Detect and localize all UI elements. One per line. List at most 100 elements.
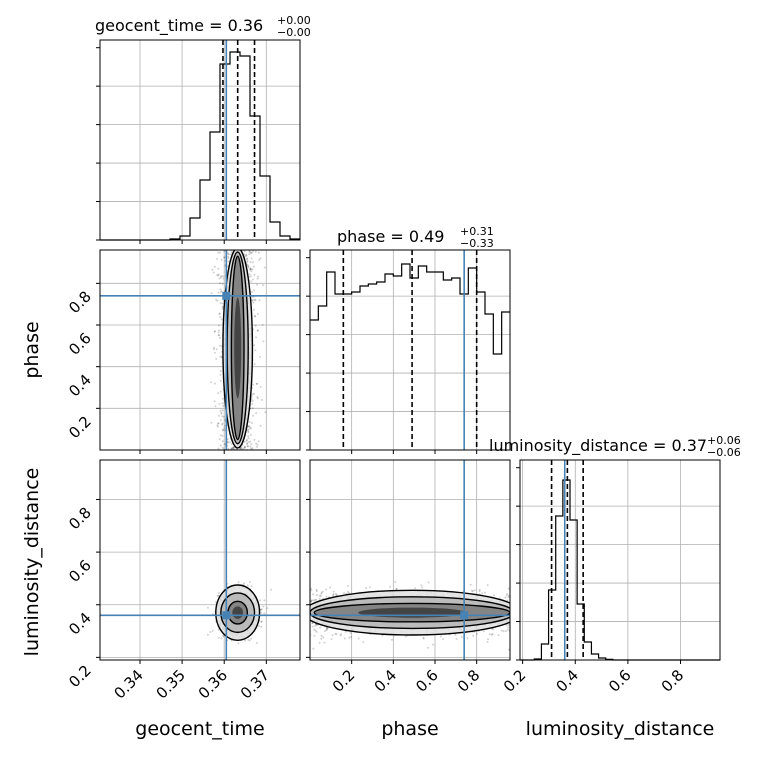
scatter-point — [362, 641, 365, 644]
scatter-point — [313, 634, 316, 637]
hist-panel-geocent-time — [96, 40, 300, 241]
scatter-point — [251, 393, 254, 396]
scatter-point — [478, 588, 481, 591]
scatter-point — [250, 447, 253, 450]
scatter-point — [218, 334, 221, 337]
scatter-point — [455, 637, 458, 640]
luminosity-distance-title: luminosity_distance = 0.37 — [489, 436, 707, 456]
scatter-point — [395, 588, 398, 591]
scatter-point — [364, 587, 367, 590]
hist-step-phase — [310, 263, 510, 355]
scatter-point — [221, 282, 224, 285]
scatter-point — [326, 627, 329, 630]
scatter-point — [349, 632, 352, 635]
scatter-point — [219, 373, 222, 376]
scatter-point — [214, 382, 216, 385]
scatter-point — [319, 595, 322, 598]
scatter-point — [253, 344, 256, 347]
scatter-point — [252, 301, 255, 304]
scatter-point — [213, 346, 216, 349]
scatter-point — [249, 268, 252, 271]
scatter-inner-geocent-time-vs-luminosity-distance — [100, 460, 300, 660]
scatter-point — [247, 264, 249, 267]
scatter-point — [259, 257, 262, 260]
scatter-point — [253, 438, 256, 441]
scatter-point — [473, 589, 476, 592]
scatter-point — [507, 623, 510, 626]
scatter-point — [220, 258, 223, 261]
scatter-point — [218, 277, 221, 280]
scatter-point — [427, 646, 430, 649]
scatter-point — [219, 419, 222, 422]
scatter-point — [502, 630, 505, 633]
scatter-point — [389, 585, 392, 588]
phase-title-minus: −0.33 — [460, 237, 494, 250]
scatter-point — [315, 594, 318, 597]
scatter-point — [221, 397, 224, 400]
ytick-label-luminosity-distance-2: 0.6 — [65, 556, 95, 586]
scatter-point — [259, 424, 262, 427]
scatter-point — [219, 390, 222, 393]
scatter-point — [237, 642, 240, 645]
scatter-point — [223, 429, 226, 432]
scatter-point — [270, 588, 273, 591]
scatter-point — [329, 586, 332, 589]
scatter-point — [315, 624, 318, 626]
scatter-point — [248, 639, 251, 642]
scatter-point — [340, 633, 343, 636]
scatter-point — [219, 355, 222, 358]
scatter-point — [217, 251, 220, 254]
scatter-point — [220, 275, 223, 278]
scatter-point — [211, 268, 214, 271]
scatter-point — [221, 434, 224, 437]
xtick-label-geocent-time-3: 0.37 — [237, 666, 273, 702]
scatter-point — [227, 447, 230, 450]
scatter-point — [506, 628, 509, 631]
scatter-point — [250, 637, 253, 640]
scatter-point — [395, 587, 398, 590]
scatter-panel-phase-vs-luminosity-distance — [310, 460, 510, 660]
xtick-label-luminosity-distance-2: 0.6 — [605, 666, 635, 696]
scatter-point — [220, 412, 223, 415]
scatter-point — [217, 594, 220, 597]
scatter-point — [213, 400, 216, 403]
scatter-point — [348, 592, 350, 594]
scatter-point — [334, 632, 337, 635]
scatter-point — [324, 630, 326, 633]
ytick-label-luminosity-distance-1: 0.4 — [65, 609, 95, 639]
scatter-point — [350, 635, 353, 638]
scatter-point — [320, 592, 323, 595]
scatter-point — [219, 315, 222, 318]
scatter-point — [239, 447, 242, 450]
scatter-point — [243, 582, 246, 585]
scatter-point — [255, 642, 258, 644]
scatter-point — [240, 446, 243, 449]
density-core-phase-vs-luminosity-distance — [358, 607, 466, 618]
scatter-point — [251, 402, 254, 405]
scatter-point — [215, 298, 218, 301]
scatter-point — [218, 313, 221, 316]
ytick-label-luminosity-distance-0: 0.2 — [65, 661, 95, 691]
scatter-point — [315, 590, 318, 593]
scatter-panel-geocent-time-vs-luminosity-distance — [100, 460, 300, 660]
ytick-label-phase-2: 0.6 — [65, 329, 95, 359]
scatter-point — [334, 592, 337, 595]
scatter-point — [219, 288, 222, 291]
scatter-point — [248, 273, 251, 276]
scatter-point — [244, 446, 246, 449]
scatter-point — [315, 588, 318, 591]
scatter-point — [311, 599, 314, 602]
scatter-point — [247, 430, 250, 433]
scatter-point — [221, 423, 224, 426]
scatter-point — [318, 594, 321, 597]
luminosity-distance-title-minus: −0.06 — [707, 446, 741, 459]
scatter-point — [249, 440, 252, 443]
scatter-point — [249, 268, 252, 271]
xtick-label-luminosity-distance-0: 0.2 — [500, 666, 530, 696]
scatter-point — [261, 324, 264, 326]
scatter-point — [221, 306, 224, 309]
scatter-point — [263, 612, 266, 615]
scatter-point — [246, 445, 249, 448]
scatter-point — [217, 628, 220, 631]
scatter-point — [221, 402, 224, 405]
